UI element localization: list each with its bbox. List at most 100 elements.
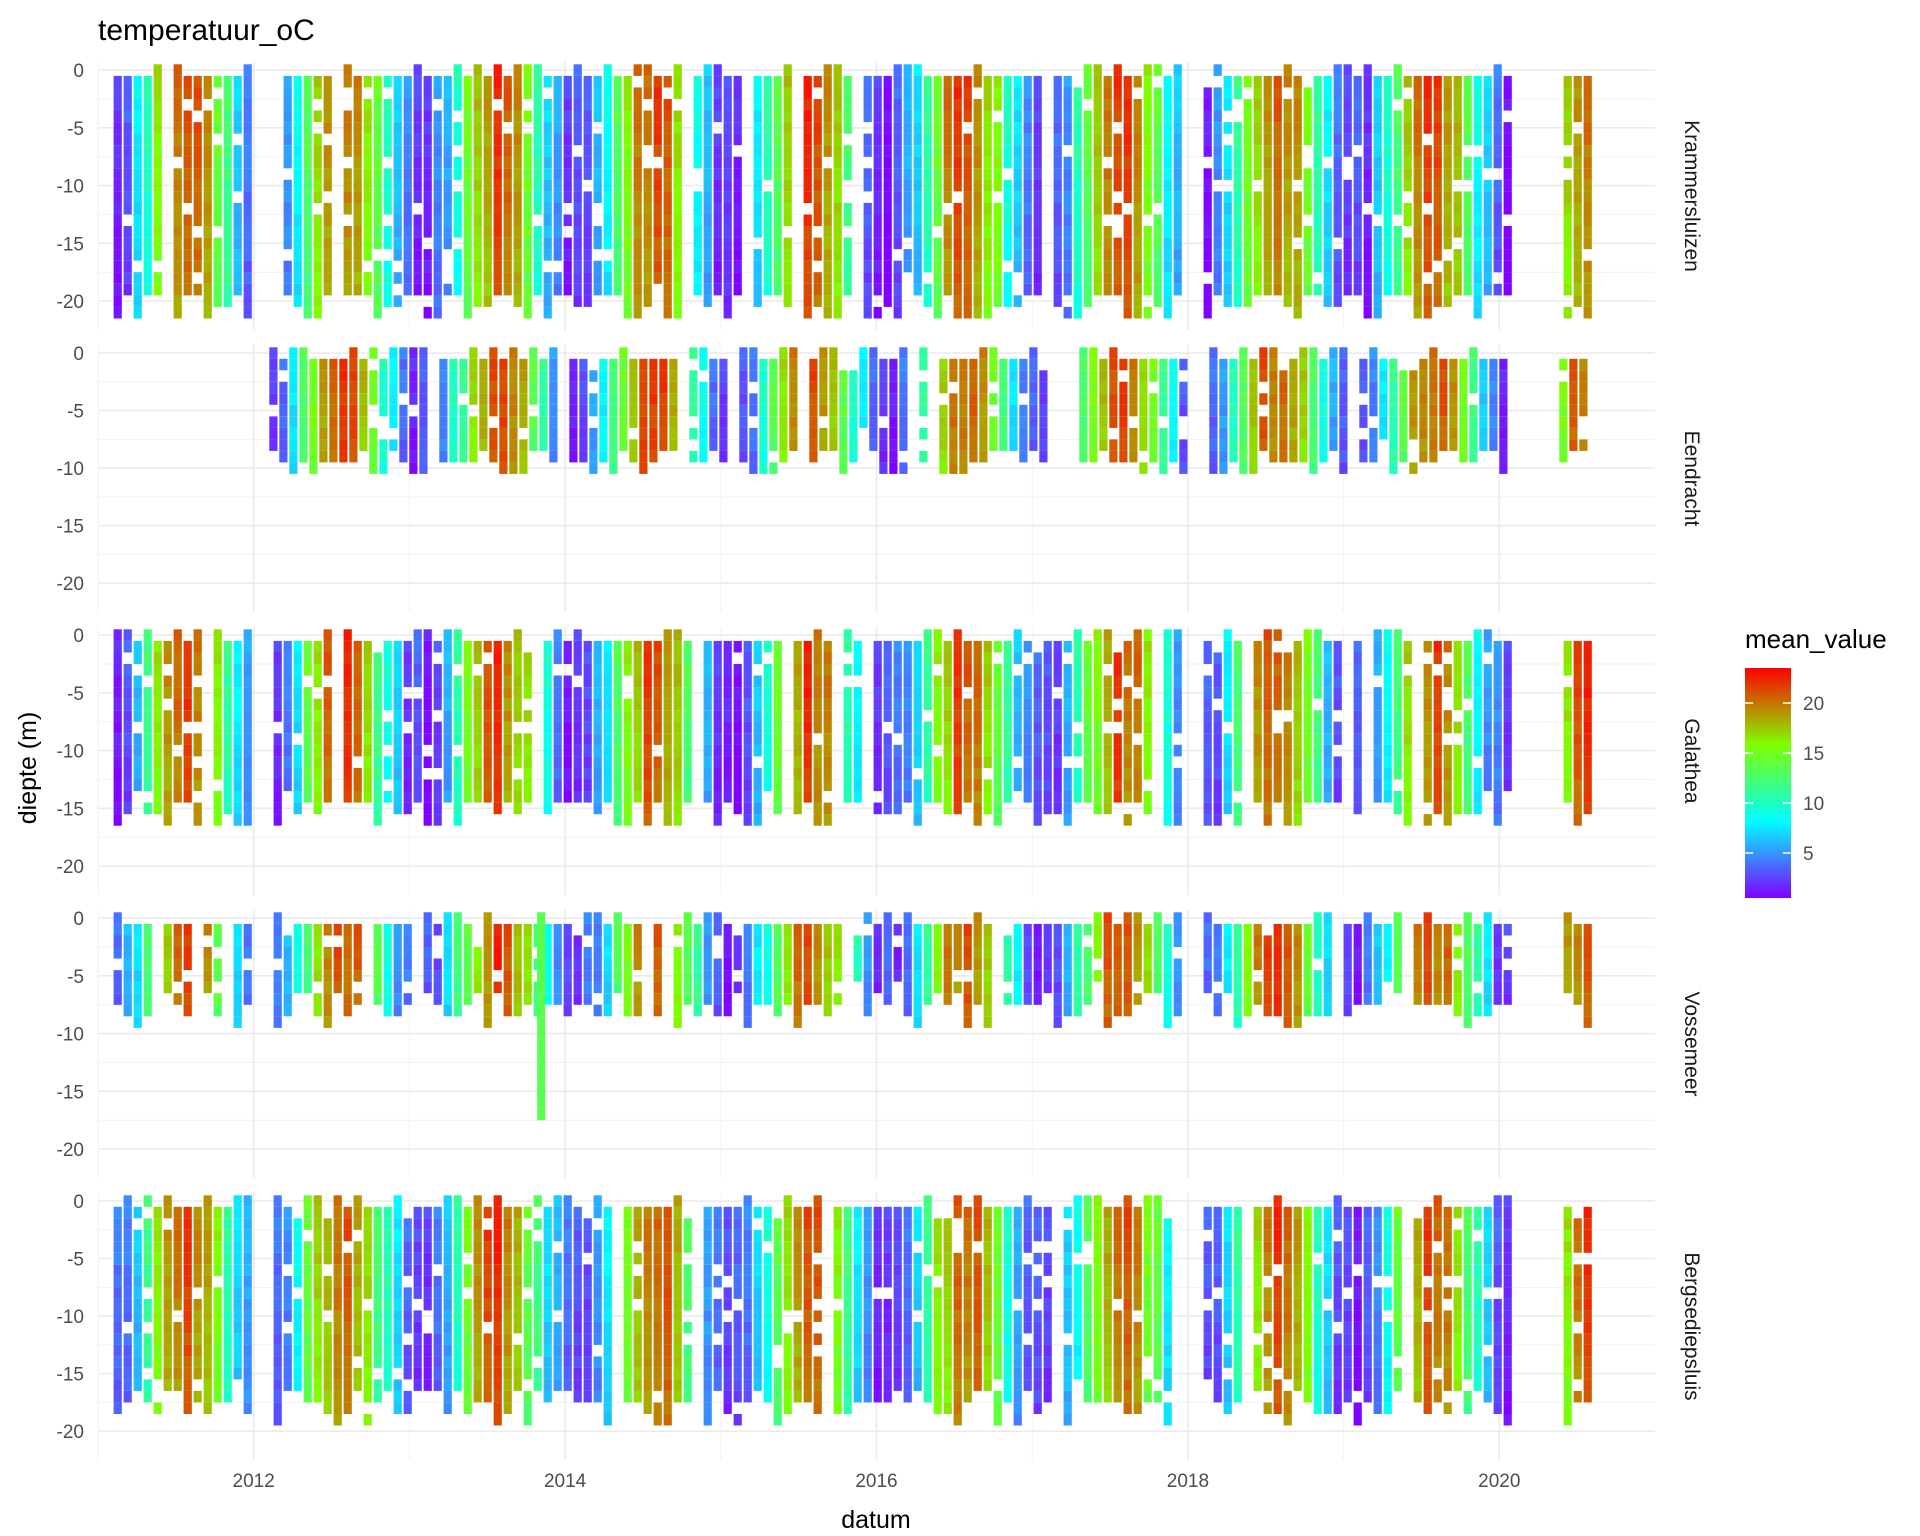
heat-cell [933,791,942,803]
heat-cell [1203,179,1212,192]
heat-cell [663,687,672,699]
heat-cell [393,226,402,238]
heat-cell [223,110,232,123]
heat-cell [1419,416,1428,428]
heat-cell [1403,272,1412,284]
heat-cell [1169,439,1178,451]
heat-cell [443,675,452,688]
heat-cell [583,744,592,757]
heat-cell [353,652,362,664]
heat-cell [613,272,622,284]
heat-cell [519,416,528,428]
heat-cell [623,306,632,319]
heat-cell [569,404,578,417]
heat-cell [583,226,592,238]
heat-cell [143,767,152,780]
heat-cell [863,202,872,215]
heat-cell [1083,791,1092,803]
heat-cell [1153,168,1162,180]
heat-cell [1163,629,1172,641]
heat-cell [1243,145,1252,157]
heat-cell [1173,237,1182,250]
heat-cell [1013,156,1022,169]
heat-cell [143,664,152,676]
heat-cell [543,249,552,261]
heat-cell [1343,145,1352,157]
heat-cell [413,664,422,676]
heat-cell [483,791,492,803]
heat-cell [703,87,712,99]
heat-cell [543,721,552,734]
heat-cell [1209,393,1218,405]
heat-cell [303,75,312,88]
heat-cell [1113,64,1122,76]
heat-cell [1363,99,1372,111]
heat-cell [1443,202,1452,215]
heat-cell [613,168,622,180]
heat-cell [1493,214,1502,227]
heat-cell [163,767,172,780]
heat-cell [863,283,872,296]
heat-cell [453,802,462,815]
heat-cell [773,767,782,780]
heat-cell [1003,744,1012,757]
heat-cell [659,370,668,382]
heat-cell [1369,393,1378,405]
heat-cell [1099,370,1108,382]
heat-cell [113,698,122,711]
heat-cell [513,802,522,815]
heat-cell [1003,249,1012,261]
heat-cell [633,214,642,227]
heat-cell [303,744,312,757]
heat-cell [913,652,922,664]
heat-cell [459,439,468,451]
heat-cell [673,640,682,653]
heat-cell [1269,450,1278,463]
heat-cell [1503,168,1512,180]
heat-cell [423,249,432,261]
heat-cell [973,122,982,134]
heat-cell [1443,260,1452,273]
heat-cell [609,427,618,440]
heat-cell [1369,439,1378,451]
heat-cell [1013,687,1022,699]
heat-cell [1399,439,1408,451]
heat-cell [1479,370,1488,382]
heat-cell [899,381,908,394]
heat-cell [703,122,712,134]
heat-cell [703,744,712,757]
heat-cell [1463,99,1472,111]
heat-cell [1093,202,1102,215]
heat-cell [549,370,558,382]
heat-cell [1443,226,1452,238]
heat-cell [1473,133,1482,146]
heat-cell [783,272,792,284]
heat-cell [1003,133,1012,146]
heat-cell [1469,439,1478,451]
heat-cell [649,450,658,463]
heat-cell [1203,122,1212,134]
heat-cell [1063,272,1072,284]
heat-cell [953,99,962,111]
heat-cell [833,168,842,180]
heat-cell [739,393,748,405]
heat-cell [913,756,922,768]
heat-cell [313,87,322,99]
heat-cell [683,652,692,664]
heat-cell [1413,260,1422,273]
heat-cell [783,295,792,307]
heat-cell [1013,640,1022,653]
heat-cell [1399,450,1408,463]
heat-cell [1063,710,1072,722]
heat-cell [1559,450,1568,463]
heat-cell [1159,393,1168,405]
heat-cell [1333,260,1342,273]
heat-cell [693,202,702,215]
heat-cell [513,133,522,146]
heat-cell [183,122,192,134]
heat-cell [173,306,182,319]
heat-cell [933,283,942,296]
heat-cell [913,791,922,803]
heat-cell [603,733,612,745]
heat-cell [293,249,302,261]
